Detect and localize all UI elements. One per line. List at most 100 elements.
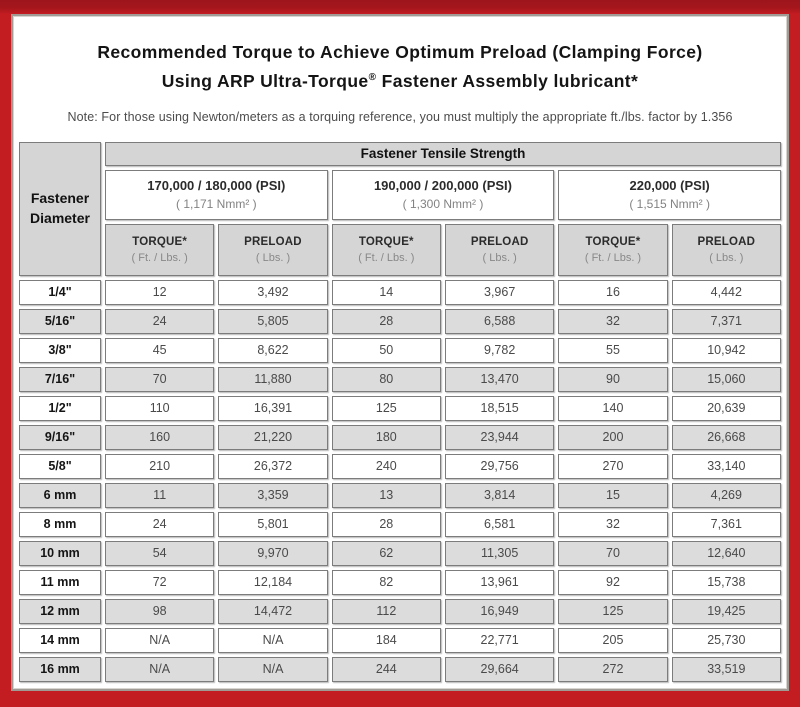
nmm-label: ( 1,300 Nmm² ) xyxy=(402,197,484,212)
torque-value-cell: 28 xyxy=(331,308,441,334)
fastener-diameter-cell: 7/16" xyxy=(19,366,101,392)
table-row: 1/2" 110 16,391 125 18,515 140 20,639 xyxy=(19,395,781,421)
table-row: 11 mm 72 12,184 82 13,961 92 15,738 xyxy=(19,569,781,595)
torque-value-cell: 62 xyxy=(331,540,441,566)
preload-value-cell: 19,425 xyxy=(671,598,781,624)
preload-value-cell: 33,140 xyxy=(671,453,781,479)
torque-value-cell: 180 xyxy=(331,424,441,450)
fastener-diameter-cell: 5/8" xyxy=(19,453,101,479)
title-line2-text-a: Using ARP Ultra-Torque xyxy=(161,70,369,91)
torque-value-cell: 55 xyxy=(558,337,668,363)
preload-value-cell: 9,970 xyxy=(218,540,328,566)
torque-value-cell: 125 xyxy=(558,598,668,624)
table-header: Fastener Diameter Fastener Tensile Stren… xyxy=(19,141,781,276)
preload-value-cell: 26,668 xyxy=(671,424,781,450)
fastener-diameter-header-line2: Diameter xyxy=(30,209,90,226)
torque-unit: ( Ft. / Lbs. ) xyxy=(358,251,415,264)
tensile-strength-header: Fastener Tensile Strength xyxy=(105,141,781,166)
preload-value-cell: 14,472 xyxy=(218,598,328,624)
preload-value-cell: 18,515 xyxy=(444,395,555,421)
preload-value-cell: 6,581 xyxy=(444,511,555,537)
fastener-diameter-cell: 1/2" xyxy=(19,395,101,421)
registered-trademark-symbol: ® xyxy=(368,72,377,83)
preload-value-cell: 16,391 xyxy=(218,395,328,421)
preload-value-cell: 13,961 xyxy=(444,569,555,595)
preload-value-cell: 4,442 xyxy=(671,279,781,305)
preload-value-cell: 12,640 xyxy=(671,540,781,566)
torque-value-cell: 24 xyxy=(105,308,215,334)
psi-label: 170,000 / 180,000 (PSI) xyxy=(147,178,286,194)
torque-value-cell: 200 xyxy=(558,424,668,450)
psi-group-header-row: 170,000 / 180,000 (PSI) ( 1,171 Nmm² ) 1… xyxy=(19,169,781,220)
torque-value-cell: 45 xyxy=(105,337,215,363)
fastener-diameter-cell: 6 mm xyxy=(19,482,101,508)
preload-value-cell: 26,372 xyxy=(218,453,328,479)
torque-value-cell: 112 xyxy=(331,598,441,624)
torque-value-cell: 244 xyxy=(331,656,441,682)
torque-unit: ( Ft. / Lbs. ) xyxy=(131,251,188,264)
fastener-diameter-cell: 10 mm xyxy=(19,540,101,566)
torque-preload-table: Fastener Diameter Fastener Tensile Stren… xyxy=(15,137,785,686)
preload-value-cell: 3,359 xyxy=(218,482,328,508)
preload-value-cell: 21,220 xyxy=(218,424,328,450)
torque-value-cell: 270 xyxy=(558,453,668,479)
preload-value-cell: 29,664 xyxy=(444,656,555,682)
preload-value-cell: 6,588 xyxy=(444,308,555,334)
page-title-line2: Using ARP Ultra-Torque® Fastener Assembl… xyxy=(13,65,787,94)
torque-value-cell: 110 xyxy=(105,395,215,421)
psi-group-header-170-180: 170,000 / 180,000 (PSI) ( 1,171 Nmm² ) xyxy=(105,169,328,220)
table-row: 9/16" 160 21,220 180 23,944 200 26,668 xyxy=(19,424,781,450)
preload-value-cell: 25,730 xyxy=(671,627,781,653)
preload-value-cell: 5,805 xyxy=(218,308,328,334)
preload-column-header: PRELOAD ( Lbs. ) xyxy=(218,223,328,276)
torque-value-cell: 272 xyxy=(558,656,668,682)
torque-value-cell: 125 xyxy=(331,395,441,421)
psi-group-header-220: 220,000 (PSI) ( 1,515 Nmm² ) xyxy=(558,169,781,220)
preload-unit: ( Lbs. ) xyxy=(255,251,291,264)
torque-value-cell: 16 xyxy=(558,279,668,305)
preload-value-cell: 15,738 xyxy=(671,569,781,595)
table-row: 12 mm 98 14,472 112 16,949 125 19,425 xyxy=(19,598,781,624)
preload-value-cell: 5,801 xyxy=(218,511,328,537)
fastener-diameter-cell: 11 mm xyxy=(19,569,101,595)
psi-group-header-190-200: 190,000 / 200,000 (PSI) ( 1,300 Nmm² ) xyxy=(331,169,555,220)
preload-label: PRELOAD xyxy=(470,235,529,248)
torque-value-cell: 32 xyxy=(558,511,668,537)
content-panel: Recommended Torque to Achieve Optimum Pr… xyxy=(11,14,789,691)
torque-value-cell: 50 xyxy=(331,337,441,363)
preload-value-cell: 3,492 xyxy=(218,279,328,305)
torque-value-cell: 12 xyxy=(105,279,215,305)
torque-value-cell: 90 xyxy=(558,366,668,392)
table-row: 5/8" 210 26,372 240 29,756 270 33,140 xyxy=(19,453,781,479)
torque-value-cell: 24 xyxy=(105,511,215,537)
preload-value-cell: 22,771 xyxy=(444,627,555,653)
preload-value-cell: 8,622 xyxy=(218,337,328,363)
torque-value-cell: N/A xyxy=(105,656,215,682)
preload-value-cell: 29,756 xyxy=(444,453,555,479)
fastener-diameter-cell: 5/16" xyxy=(19,308,101,334)
preload-value-cell: 11,880 xyxy=(218,366,328,392)
table-row: 3/8" 45 8,622 50 9,782 55 10,942 xyxy=(19,337,781,363)
preload-value-cell: N/A xyxy=(218,656,328,682)
table-row: 10 mm 54 9,970 62 11,305 70 12,640 xyxy=(19,540,781,566)
fastener-diameter-cell: 1/4" xyxy=(19,279,101,305)
torque-value-cell: 72 xyxy=(105,569,215,595)
preload-value-cell: 11,305 xyxy=(444,540,555,566)
fastener-diameter-cell: 8 mm xyxy=(19,511,101,537)
title-block: Recommended Torque to Achieve Optimum Pr… xyxy=(13,39,787,124)
torque-label: TORQUE* xyxy=(132,235,188,248)
torque-value-cell: 11 xyxy=(105,482,215,508)
torque-value-cell: 240 xyxy=(331,453,441,479)
torque-conversion-note: Note: For those using Newton/meters as a… xyxy=(67,109,733,124)
preload-column-header: PRELOAD ( Lbs. ) xyxy=(671,223,781,276)
preload-value-cell: 9,782 xyxy=(444,337,555,363)
preload-column-header: PRELOAD ( Lbs. ) xyxy=(444,223,555,276)
preload-value-cell: 3,967 xyxy=(444,279,555,305)
fastener-diameter-cell: 14 mm xyxy=(19,627,101,653)
torque-label: TORQUE* xyxy=(585,235,641,248)
torque-value-cell: 14 xyxy=(331,279,441,305)
torque-unit: ( Ft. / Lbs. ) xyxy=(584,251,642,264)
fastener-diameter-header: Fastener Diameter xyxy=(19,141,101,276)
preload-value-cell: 33,519 xyxy=(671,656,781,682)
